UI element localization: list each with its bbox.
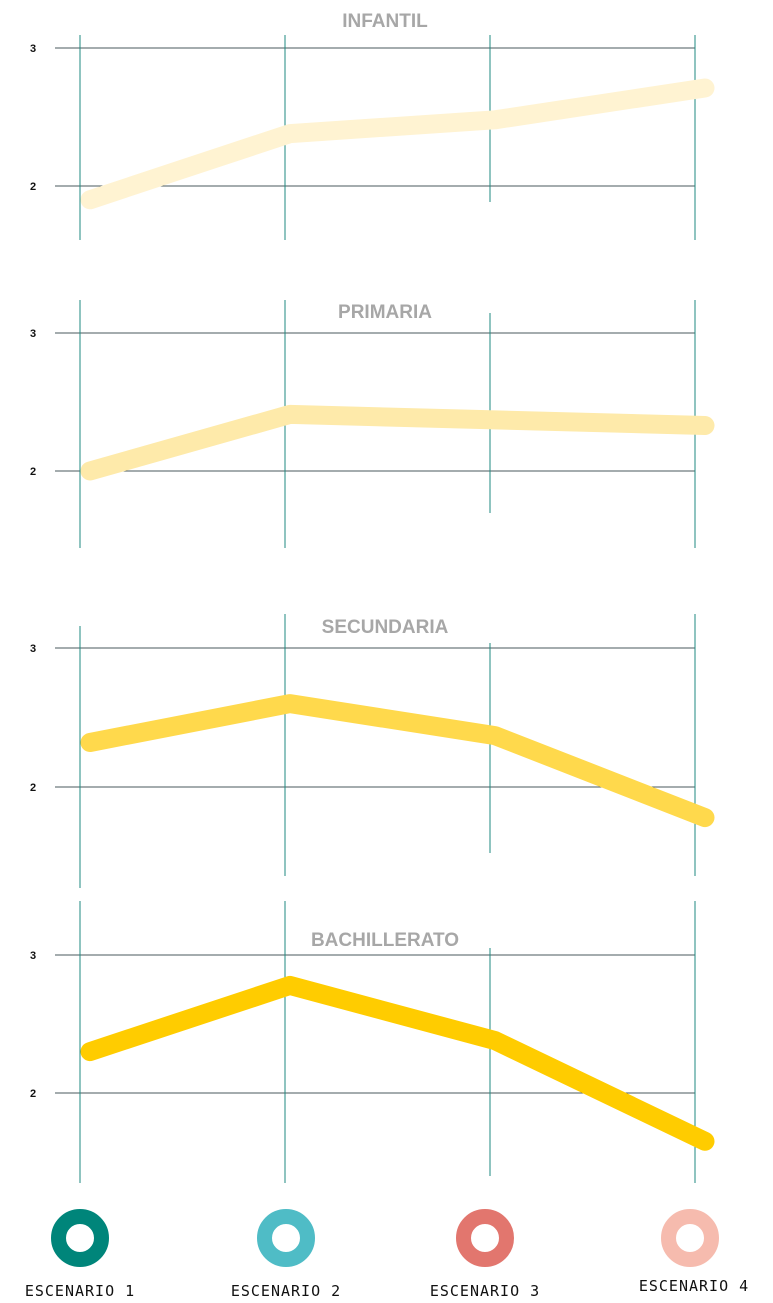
y-tick-label: 2 xyxy=(30,466,36,478)
panel-primaria: 2 3 PRIMARIA xyxy=(30,300,715,548)
panel-infantil: 2 3 INFANTIL xyxy=(30,11,715,240)
panel-title: SECUNDARIA xyxy=(322,617,449,638)
y-tick-label: 3 xyxy=(30,43,36,55)
scenario-ring-icon xyxy=(257,1209,315,1267)
panel-title: PRIMARIA xyxy=(338,302,432,323)
scenario-ring-icon xyxy=(456,1209,514,1267)
legend-label: ESCENARIO 3 xyxy=(430,1282,540,1300)
panel-bachillerato: 2 3 BACHILLERATO xyxy=(30,901,715,1183)
series-line xyxy=(80,78,715,210)
legend-label: ESCENARIO 4 xyxy=(639,1277,749,1295)
y-tick-label: 2 xyxy=(30,782,36,794)
legend-label: ESCENARIO 1 xyxy=(25,1282,135,1300)
series-line xyxy=(80,404,715,481)
panel-title: INFANTIL xyxy=(342,11,428,32)
series-line xyxy=(80,694,715,828)
panel-title: BACHILLERATO xyxy=(311,930,459,951)
y-tick-label: 3 xyxy=(30,950,36,962)
scenario-ring-icon xyxy=(51,1209,109,1267)
y-tick-label: 2 xyxy=(30,181,36,193)
y-tick-label: 2 xyxy=(30,1088,36,1100)
scenario-ring-icon xyxy=(661,1209,719,1267)
y-tick-label: 3 xyxy=(30,643,36,655)
y-tick-label: 3 xyxy=(30,328,36,340)
series-line xyxy=(80,975,715,1151)
legend: ESCENARIO 1 ESCENARIO 2 ESCENARIO 3 ESCENAR… xyxy=(25,1209,749,1300)
legend-label: ESCENARIO 2 xyxy=(231,1282,341,1300)
panel-secundaria: 2 3 SECUNDARIA xyxy=(30,614,715,888)
